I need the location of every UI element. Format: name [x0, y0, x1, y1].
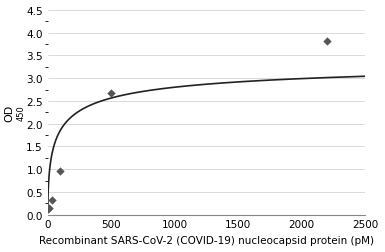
Text: OD: OD — [5, 104, 15, 121]
Point — [57, 170, 64, 174]
Point — [49, 198, 55, 202]
Point — [45, 207, 51, 211]
Point — [108, 92, 114, 96]
Text: 450: 450 — [16, 105, 25, 121]
Point — [324, 40, 330, 44]
X-axis label: Recombinant SARS-CoV-2 (COVID-19) nucleocapsid protein (pM): Recombinant SARS-CoV-2 (COVID-19) nucleo… — [39, 235, 374, 245]
Y-axis label: OD 450: OD 450 — [0, 251, 1, 252]
Point — [46, 206, 52, 210]
